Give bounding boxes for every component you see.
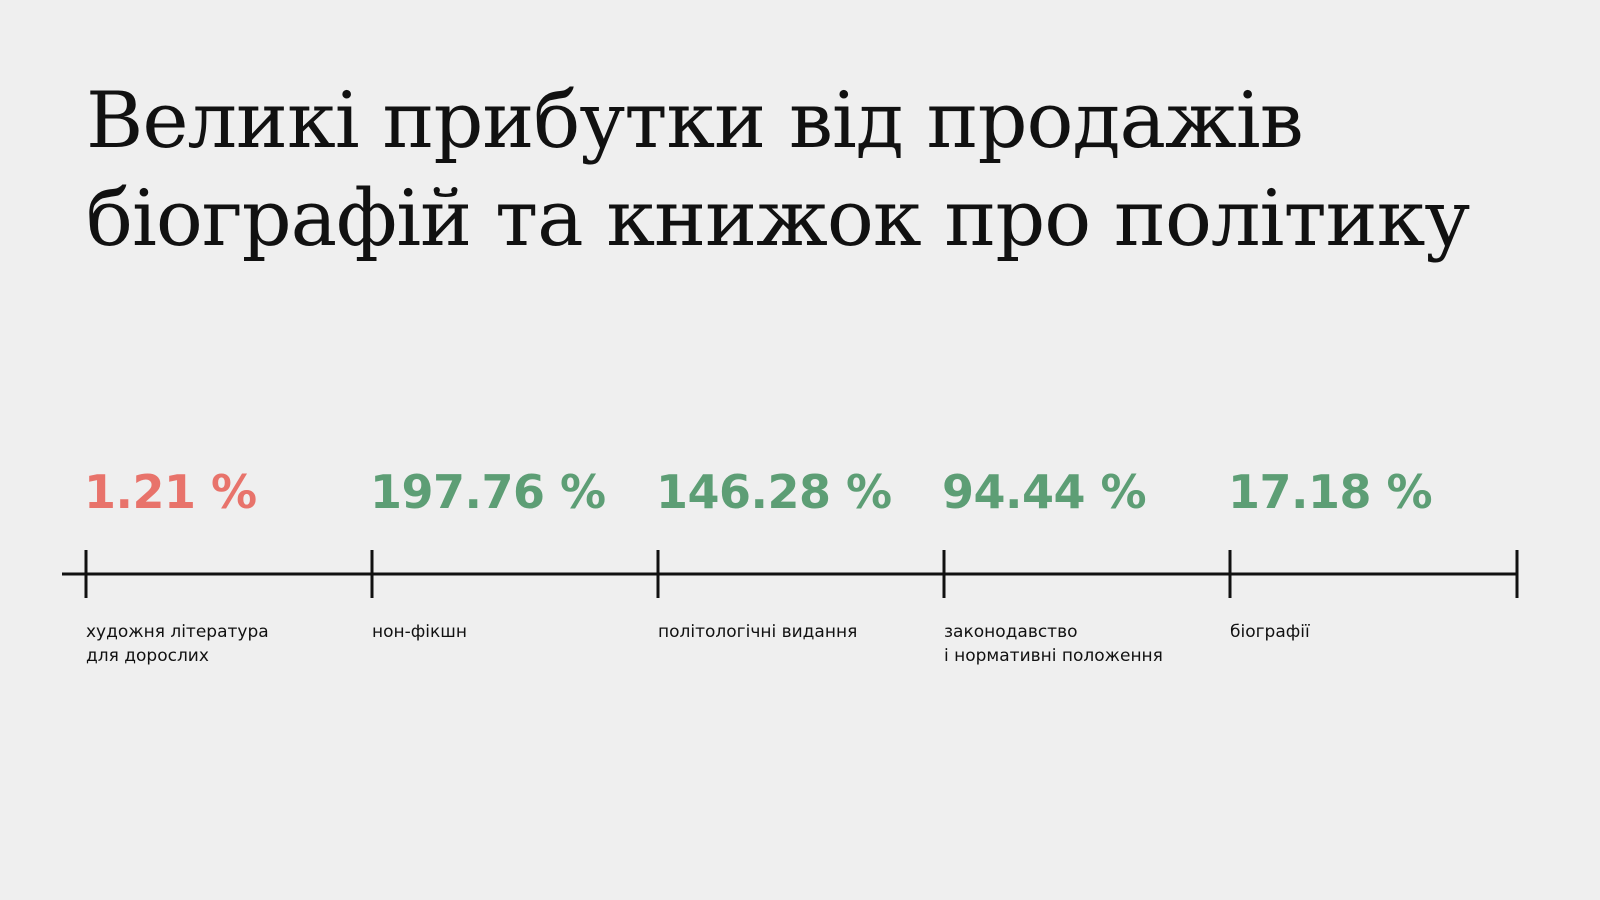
title-line-2: біографій та книжок про політику	[86, 174, 1470, 264]
category-label: нон-фікшн	[372, 620, 467, 644]
value-label: 146.28 %	[656, 465, 892, 519]
category-label-line: біографії	[1230, 622, 1310, 642]
title-line-1: Великі прибутки від продажів	[86, 76, 1304, 166]
category-label: політологічні видання	[658, 620, 857, 644]
category-label-line: законодавство	[944, 622, 1078, 642]
value-label: 94.44 %	[942, 465, 1147, 519]
category-label-line: політологічні видання	[658, 622, 858, 642]
category-label-line: нон-фікшн	[372, 622, 467, 642]
value-label: 197.76 %	[370, 465, 606, 519]
category-label-line: художня література	[86, 622, 269, 642]
page-title: Великі прибутки від продажів біографій т…	[86, 72, 1526, 268]
category-label-line: і нормативні положення	[944, 646, 1163, 666]
category-label-line: для дорослих	[86, 646, 209, 666]
value-label: 1.21 %	[84, 465, 257, 519]
value-label: 17.18 %	[1228, 465, 1433, 519]
timeline-axis	[62, 550, 1519, 598]
category-label: художня література для дорослих	[86, 620, 269, 668]
category-label: законодавство і нормативні положення	[944, 620, 1163, 668]
category-label: біографії	[1230, 620, 1310, 644]
